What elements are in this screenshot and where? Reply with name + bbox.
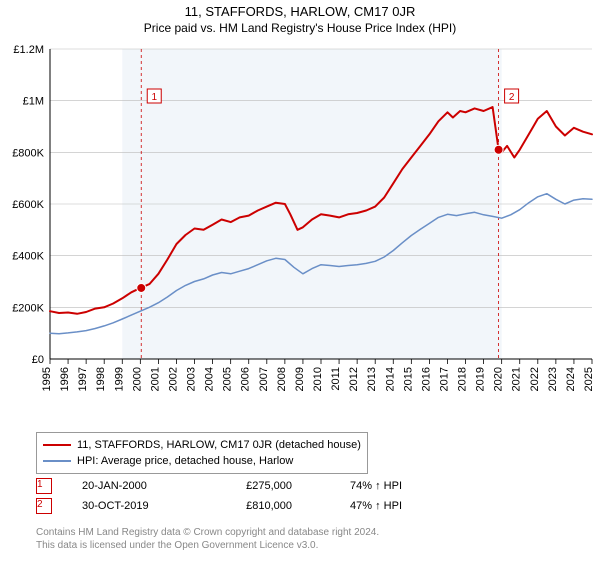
event-marker-icon: 1: [36, 478, 52, 494]
y-tick-label: £400K: [12, 251, 44, 263]
event-marker-number: 1: [151, 92, 157, 103]
event-price: £810,000: [212, 500, 292, 512]
legend-label: 11, STAFFORDS, HARLOW, CM17 0JR (detache…: [77, 437, 361, 453]
x-tick-label: 2018: [457, 367, 469, 391]
x-tick-label: 2024: [565, 367, 577, 391]
legend-label: HPI: Average price, detached house, Harl…: [77, 453, 293, 469]
chart-title: 11, STAFFORDS, HARLOW, CM17 0JR: [0, 4, 600, 19]
x-tick-label: 2014: [384, 367, 396, 391]
x-tick-label: 2021: [511, 367, 523, 391]
x-tick-label: 1999: [113, 367, 125, 391]
event-marker-number: 2: [509, 92, 515, 103]
chart-plot: £0 £200K £400K £600K £800K £1M £1.2M 1995 1996 19…: [0, 39, 600, 419]
footer-line-2: This data is licensed under the Open Gov…: [36, 539, 379, 552]
x-tick-label: 2005: [222, 367, 234, 391]
x-tick-label: 2003: [186, 367, 198, 391]
x-tick-label: 2000: [131, 367, 143, 391]
x-tick-label: 2013: [366, 367, 378, 391]
events-table: 1 20-JAN-2000 £275,000 74% ↑ HPI 2 30-OCT-201…: [36, 478, 402, 518]
y-tick-label: £0: [32, 354, 44, 366]
event-date: 20-JAN-2000: [82, 480, 182, 492]
legend-item: 11, STAFFORDS, HARLOW, CM17 0JR (detache…: [43, 437, 361, 453]
x-tick-label: 2023: [547, 367, 559, 391]
event-marker-icon: 2: [36, 498, 52, 514]
event-price: £275,000: [212, 480, 292, 492]
x-tick-label: 2001: [149, 367, 161, 391]
legend: 11, STAFFORDS, HARLOW, CM17 0JR (detache…: [36, 432, 368, 474]
x-tick-label: 2022: [529, 367, 541, 391]
x-tick-label: 2020: [493, 367, 505, 391]
y-tick-label: £800K: [12, 147, 44, 159]
x-tick-label: 2019: [475, 367, 487, 391]
x-tick-label: 2015: [402, 367, 414, 391]
legend-swatch: [43, 444, 71, 446]
x-tick-label: 1997: [77, 367, 89, 391]
event-dot: [494, 145, 503, 154]
footer-line-1: Contains HM Land Registry data © Crown c…: [36, 526, 379, 539]
x-tick-label: 2008: [276, 367, 288, 391]
y-tick-label: £1M: [23, 96, 44, 108]
x-tick-label: 2009: [294, 367, 306, 391]
x-tick-label: 1995: [41, 367, 53, 391]
x-tick-label: 1996: [59, 367, 71, 391]
chart-subtitle: Price paid vs. HM Land Registry's House …: [0, 21, 600, 35]
event-row: 2 30-OCT-2019 £810,000 47% ↑ HPI: [36, 498, 402, 514]
y-tick-label: £200K: [12, 302, 44, 314]
x-tick-label: 1998: [95, 367, 107, 391]
event-dot: [137, 283, 146, 292]
legend-swatch: [43, 460, 71, 462]
x-tick-label: 2007: [258, 367, 270, 391]
event-pct: 74% ↑ HPI: [322, 480, 402, 492]
legend-item: HPI: Average price, detached house, Harl…: [43, 453, 361, 469]
x-tick-label: 2010: [312, 367, 324, 391]
y-tick-label: £1.2M: [13, 44, 44, 56]
event-pct: 47% ↑ HPI: [322, 500, 402, 512]
x-tick-label: 2016: [420, 367, 432, 391]
x-tick-label: 2004: [204, 367, 216, 391]
y-tick-label: £600K: [12, 199, 44, 211]
x-tick-label: 2012: [348, 367, 360, 391]
footer-attribution: Contains HM Land Registry data © Crown c…: [36, 526, 379, 552]
chart-container: 11, STAFFORDS, HARLOW, CM17 0JR Price pa…: [0, 4, 600, 564]
x-tick-label: 2025: [583, 367, 595, 391]
x-tick-label: 2006: [240, 367, 252, 391]
event-row: 1 20-JAN-2000 £275,000 74% ↑ HPI: [36, 478, 402, 494]
event-date: 30-OCT-2019: [82, 500, 182, 512]
x-tick-label: 2017: [438, 367, 450, 391]
x-tick-label: 2011: [330, 367, 342, 391]
x-tick-label: 2002: [167, 367, 179, 391]
